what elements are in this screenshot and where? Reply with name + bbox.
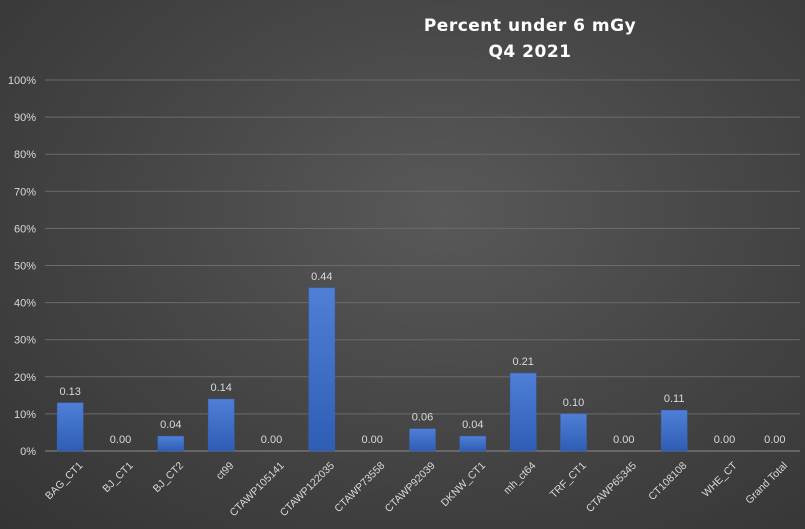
y-tick-label: 0% xyxy=(20,446,36,458)
data-label: 0.00 xyxy=(261,434,282,446)
data-label: 0.10 xyxy=(563,397,584,409)
y-tick-label: 60% xyxy=(14,223,36,235)
y-tick-label: 10% xyxy=(14,409,36,421)
data-label: 0.00 xyxy=(714,434,735,446)
gridlines xyxy=(45,79,800,452)
x-tick-label: Grand Total xyxy=(743,460,790,507)
data-labels: 0.13 0.00 0.04 0.14 0.00 0.44 0.00 0.06 0.04 0.21… xyxy=(59,271,785,446)
data-label: 0.06 xyxy=(412,412,433,424)
x-tick-label: ct99 xyxy=(214,460,237,483)
y-tick-label: 100% xyxy=(8,75,36,87)
chart-subtitle: Q4 2021 xyxy=(488,42,572,62)
x-tick-label: CTAWP122035 xyxy=(278,460,337,519)
data-label: 0.00 xyxy=(764,434,785,446)
bar xyxy=(459,435,487,452)
x-tick-label: BAG_CT1 xyxy=(43,460,85,502)
bar xyxy=(157,435,185,452)
x-tick-label: BJ_CT2 xyxy=(151,460,186,495)
bar xyxy=(308,287,336,452)
y-tick-label: 20% xyxy=(14,372,36,384)
y-tick-label: 30% xyxy=(14,335,36,347)
bar xyxy=(409,428,436,452)
data-label: 0.44 xyxy=(311,271,332,283)
x-tick-label: CTAWP92039 xyxy=(383,460,438,515)
bar xyxy=(509,372,537,452)
bars xyxy=(56,287,688,452)
y-tick-label: 80% xyxy=(14,149,36,161)
bar xyxy=(56,402,84,452)
data-label: 0.21 xyxy=(512,356,533,368)
x-axis-categories: BAG_CT1 BJ_CT1 BJ_CT2 ct99CTAWP105141CTAWP1… xyxy=(43,459,790,519)
x-tick-label: mh_ct64 xyxy=(501,460,538,497)
x-tick-label: WHE_CT xyxy=(700,459,740,499)
data-label: 0.13 xyxy=(59,386,80,398)
x-tick-label: TRF_CT1 xyxy=(548,460,589,501)
data-label: 0.04 xyxy=(160,419,181,431)
y-tick-label: 40% xyxy=(14,298,36,310)
data-label: 0.00 xyxy=(110,434,131,446)
y-tick-label: 50% xyxy=(14,261,36,273)
x-tick-label: CTAWP73558 xyxy=(332,460,387,515)
x-tick-label: CT108108 xyxy=(646,460,689,503)
y-tick-label: 90% xyxy=(14,112,36,124)
data-label: 0.04 xyxy=(462,419,483,431)
data-label: 0.00 xyxy=(361,434,382,446)
y-tick-label: 70% xyxy=(14,186,36,198)
x-tick-label: DKNW_CT1 xyxy=(439,460,488,509)
x-tick-label: BJ_CT1 xyxy=(100,460,135,495)
x-tick-label: CTAWP65345 xyxy=(584,460,639,515)
y-axis-ticks: 0% 10% 20% 30% 40% 50% 60% 70% 80% 90% 100% xyxy=(8,75,36,458)
data-label: 0.14 xyxy=(210,382,231,394)
chart-title: Percent under 6 mGy xyxy=(423,16,637,36)
data-label: 0.11 xyxy=(664,393,685,405)
bar xyxy=(560,413,587,452)
data-label: 0.00 xyxy=(613,434,634,446)
bar xyxy=(660,409,688,452)
bar xyxy=(207,398,235,452)
